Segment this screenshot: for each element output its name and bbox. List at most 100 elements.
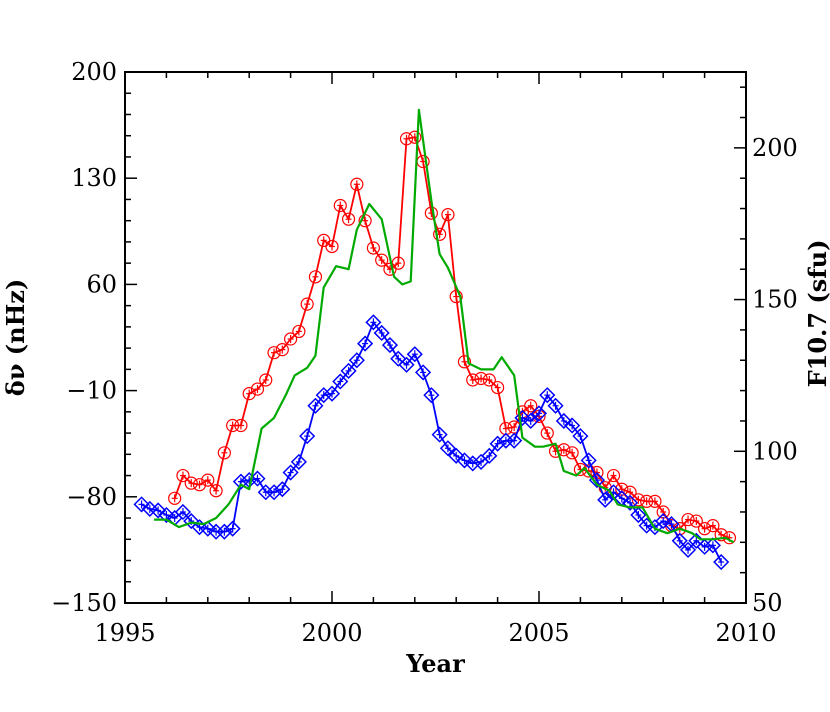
y-tick-label: 130 xyxy=(71,164,117,192)
red-circle-point xyxy=(176,468,190,483)
blue-diamond-point xyxy=(282,464,299,481)
blue-diamond-point xyxy=(696,538,713,555)
red-circle-point xyxy=(524,399,538,413)
x-tick-label: 2010 xyxy=(715,619,776,647)
red-circle-point xyxy=(300,297,314,311)
blue-diamond-point xyxy=(481,447,498,464)
blue-diamond-point xyxy=(390,350,407,367)
y2-tick-label: 200 xyxy=(752,134,798,162)
x-tick-label: 1995 xyxy=(94,619,155,647)
blue-diamond-point xyxy=(133,496,150,513)
blue-diamond-point xyxy=(398,356,415,373)
blue-diamond-point xyxy=(332,373,349,390)
blue-diamond-point xyxy=(199,520,216,537)
blue-diamond-point xyxy=(357,335,374,352)
red-circle-point xyxy=(606,468,621,483)
red-circle-point xyxy=(433,227,447,241)
blue-diamond-point xyxy=(373,324,390,342)
blue-diamond-point xyxy=(307,397,324,414)
y2-tick-label: 150 xyxy=(752,286,798,314)
blue-diamond-point xyxy=(265,484,283,501)
blue-diamond-point xyxy=(671,532,688,549)
blue-diamond-point xyxy=(597,491,614,508)
red-circle-point xyxy=(184,476,198,490)
blue-diamond-point xyxy=(489,435,506,452)
blue-diamond-point xyxy=(630,506,647,524)
red-circle-point xyxy=(275,343,289,357)
red-circle-point xyxy=(192,478,207,492)
red-circle-point xyxy=(217,446,231,460)
blue-diamond-point xyxy=(530,405,548,422)
blue-diamond-point xyxy=(539,387,556,404)
red-circle-point xyxy=(474,371,488,386)
red-circle-point xyxy=(234,418,248,433)
red-circle-point xyxy=(491,380,505,395)
red-circle-point xyxy=(168,491,182,505)
red-circle-point xyxy=(308,270,323,284)
blue-diamond-point xyxy=(150,502,167,519)
plot-frame xyxy=(124,71,747,604)
red-circle-point xyxy=(706,519,720,533)
red-circle-point xyxy=(681,512,695,527)
red-circle-point xyxy=(350,177,364,191)
blue-diamond-point xyxy=(713,553,730,571)
x-axis-title: Year xyxy=(405,649,465,678)
red-circle-point xyxy=(259,373,273,387)
y2-tick-label: 50 xyxy=(752,589,783,617)
red-circle-point xyxy=(201,473,215,487)
blue-diamond-point xyxy=(348,352,365,369)
y-tick-label: −80 xyxy=(66,483,117,511)
blue-diamond-point xyxy=(555,412,572,430)
red-circle-point xyxy=(333,198,347,213)
blue-diamond-point xyxy=(580,452,597,469)
y-tick-label: −10 xyxy=(66,377,117,405)
red-circle-point xyxy=(408,130,422,144)
blue-diamond-point xyxy=(456,452,473,469)
y2-tick-label: 100 xyxy=(752,437,798,465)
red-circle-point xyxy=(697,522,712,536)
blue-diamond-point xyxy=(522,412,539,430)
blue-diamond-point xyxy=(158,506,175,524)
blue-diamond-point xyxy=(572,428,589,445)
blue-diamond-point xyxy=(704,537,721,554)
red-circle-point xyxy=(267,346,281,360)
blue-diamond-point xyxy=(506,432,523,449)
x-tick-label: 2005 xyxy=(508,619,569,647)
red-circle-point xyxy=(250,382,265,396)
red-circle-point xyxy=(209,484,223,498)
red-circle-point xyxy=(689,514,703,528)
red-circle-point xyxy=(292,324,306,339)
blue-diamond-point xyxy=(622,494,639,511)
blue-diamond-point xyxy=(655,513,672,530)
blue-diamond-point xyxy=(323,385,341,402)
red-circle-point xyxy=(565,446,579,460)
red-circle-point xyxy=(366,241,380,255)
plot-border xyxy=(124,71,747,604)
blue-diamond-point xyxy=(431,426,448,443)
y2-axis-title: F10.7 (sfu) xyxy=(803,240,830,388)
red-circle-point xyxy=(375,253,389,267)
blue-diamond-point xyxy=(464,455,481,472)
red-circle-point xyxy=(399,132,414,146)
x-tick-label: 2000 xyxy=(301,619,362,647)
y-axis-title: δν (nHz) xyxy=(1,279,30,396)
blue-diamond-point xyxy=(274,481,291,498)
series-line-none xyxy=(154,108,735,544)
blue-diamond-point xyxy=(679,541,697,558)
series-line-circle xyxy=(173,136,730,539)
blue-diamond-point xyxy=(340,362,357,379)
y-tick-label: 60 xyxy=(86,270,117,298)
blue-diamond-point xyxy=(232,473,249,490)
blue-diamond-point xyxy=(290,453,307,470)
blue-diamond-point xyxy=(406,346,423,363)
blue-diamond-point xyxy=(547,397,564,414)
labels-layer: 1995 2000 2005 2010 200 130 60 −10 −80 −150 200 150… xyxy=(1,58,830,678)
red-circle-point xyxy=(284,332,298,346)
y-tick-label: −150 xyxy=(51,589,117,617)
red-circle-point xyxy=(466,373,480,387)
blue-diamond-point xyxy=(415,364,432,381)
red-circle-point xyxy=(457,355,472,369)
red-circle-point xyxy=(449,289,463,304)
red-circle-point xyxy=(242,387,256,401)
